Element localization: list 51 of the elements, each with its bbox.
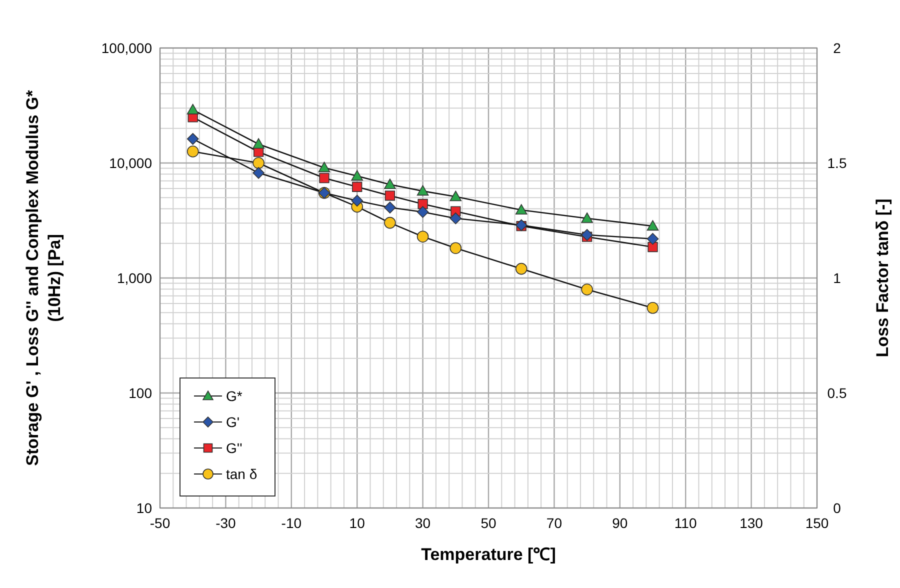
y-tick-label: 100	[128, 385, 152, 401]
point	[352, 182, 362, 192]
point	[252, 138, 264, 149]
x-tick-label: 150	[805, 515, 829, 531]
point	[648, 242, 658, 252]
point	[416, 185, 429, 196]
y-tick-label: 1,000	[116, 270, 152, 286]
x-tick-label: 30	[415, 515, 431, 531]
point	[646, 220, 659, 231]
point	[186, 104, 199, 114]
point	[515, 204, 528, 215]
x-tick-label: -10	[281, 515, 302, 531]
x-tick-label: -30	[216, 515, 236, 531]
x-axis-title: Temperature [℃]	[421, 545, 556, 564]
x-tick-label: 10	[349, 515, 366, 531]
point	[318, 162, 330, 172]
x-tick-label: 110	[674, 515, 697, 531]
x-tick-label: 130	[740, 515, 764, 531]
y-axis-title: Storage G' , Loss G'' and Complex Modulus G* (10Hz) [Pa]	[23, 90, 64, 466]
point	[416, 206, 429, 218]
y2-tick-label: 0	[833, 500, 842, 516]
point	[646, 232, 659, 245]
y2-tick-label: 1	[833, 270, 842, 286]
x-tick-label: 50	[480, 515, 496, 531]
point	[450, 212, 462, 224]
point	[450, 190, 462, 202]
y2-axis-title: Loss Factor tanδ [-]	[873, 198, 892, 358]
point	[384, 202, 396, 214]
y-tick-label: 10	[136, 500, 152, 516]
point	[351, 194, 363, 207]
x-tick-label: 90	[612, 515, 628, 531]
y2-tick-label: 0.5	[827, 385, 847, 401]
point	[581, 229, 593, 241]
point	[252, 167, 264, 179]
point	[418, 198, 428, 210]
point	[186, 133, 199, 145]
legend-label: G''	[226, 440, 242, 456]
point	[319, 172, 330, 184]
point	[384, 190, 396, 201]
point	[384, 178, 396, 190]
y-tick-label: 10,000	[109, 155, 152, 171]
y2-tick-label: 1.5	[827, 155, 847, 171]
y-tick-label: 100,000	[101, 40, 152, 56]
y2-tick-label: 2	[833, 40, 842, 56]
point	[351, 170, 363, 181]
legend-label: tan δ	[226, 466, 258, 482]
x-tick-label: 70	[546, 515, 562, 531]
legend-label: G'	[226, 414, 240, 430]
x-tick-label: -50	[150, 515, 170, 531]
legend-label: G*	[226, 388, 243, 404]
point	[581, 212, 593, 223]
